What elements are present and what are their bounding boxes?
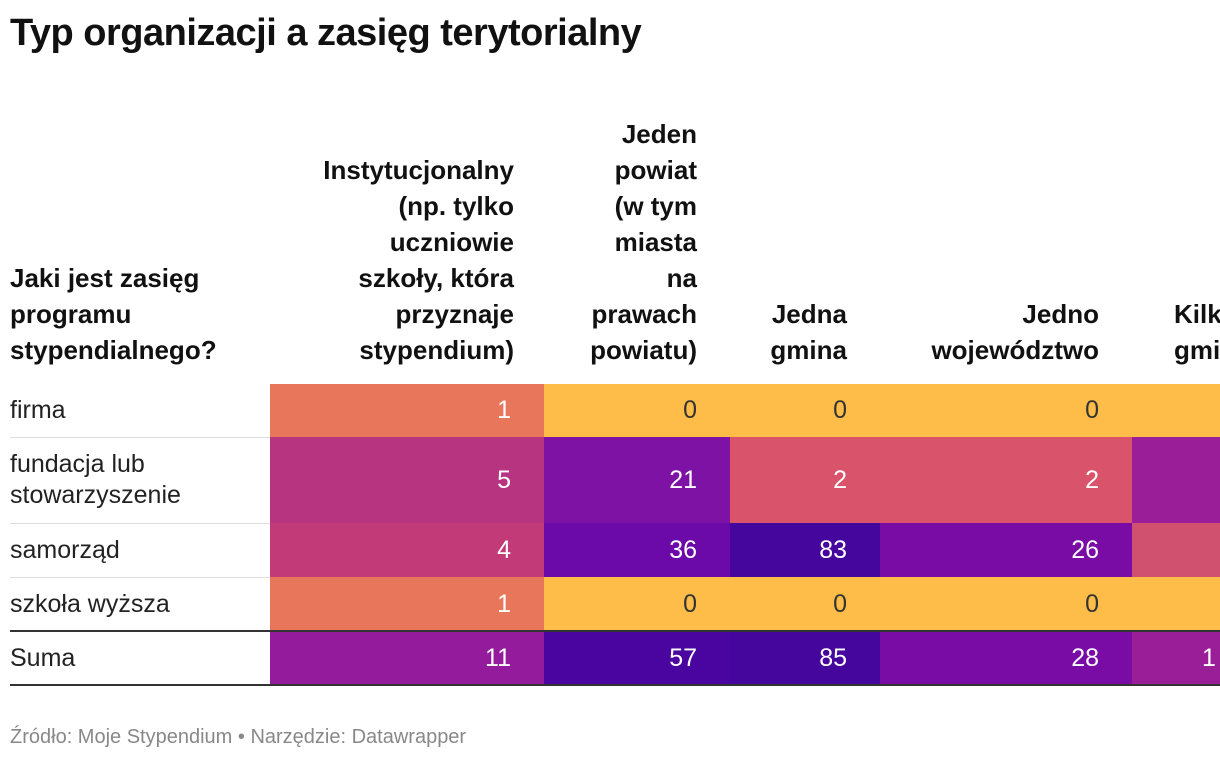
table-cell: 0: [544, 384, 730, 437]
column-header-text: Jedno województwo: [931, 299, 1099, 365]
row-header: Jaki jest zasięg programu stypendialnego…: [10, 100, 270, 368]
table-cell: 0: [544, 577, 730, 631]
column-header-3: Jedno województwo: [880, 100, 1132, 368]
row-label: firma: [10, 396, 66, 424]
table-cell: [1132, 437, 1220, 523]
table-cell: 0: [730, 577, 880, 631]
row-label: fundacja lub stowarzyszenie: [10, 450, 181, 509]
column-header-text: Kilka gmin: [1174, 299, 1220, 365]
sum-divider: [10, 630, 1220, 632]
table-cell: [1132, 523, 1220, 577]
table-bottom-border: [10, 684, 1220, 686]
table-cell: 2: [730, 437, 880, 523]
table-cell: 5: [270, 437, 544, 523]
table-cell: 0: [880, 384, 1132, 437]
row-header-text: Jaki jest zasięg programu stypendialnego…: [10, 263, 217, 365]
table-cell: 4: [270, 523, 544, 577]
column-header-text: Jedna gmina: [770, 299, 847, 365]
table-cell: [1132, 384, 1220, 437]
table-cell: 11: [270, 631, 544, 685]
table-cell: 36: [544, 523, 730, 577]
table-cell: 0: [880, 577, 1132, 631]
table-cell: 85: [730, 631, 880, 685]
table-cell: 2: [880, 437, 1132, 523]
table-cell: 0: [730, 384, 880, 437]
table-cell: 57: [544, 631, 730, 685]
table-cell: 1: [1132, 631, 1220, 685]
row-divider: [10, 437, 270, 438]
table-cell: 1: [270, 577, 544, 631]
table-cell: 83: [730, 523, 880, 577]
row-label: Suma: [10, 643, 76, 672]
data-table: Jaki jest zasięg programu stypendialnego…: [10, 0, 1220, 700]
row-divider: [10, 577, 270, 578]
table-cell: [1132, 577, 1220, 631]
column-header-text: Instytucjonalny (np. tylko uczniowie szk…: [323, 155, 514, 365]
table-cell: 26: [880, 523, 1132, 577]
column-header-2: Jedna gmina: [730, 100, 880, 368]
chart-title: Typ organizacji a zasięg terytorialny: [10, 12, 642, 54]
column-header-1: Jeden powiat (w tym miasta na prawach po…: [544, 100, 730, 368]
row-label: samorząd: [10, 535, 120, 564]
column-header-text: Jeden powiat (w tym miasta na prawach po…: [590, 119, 697, 365]
source-footer: Źródło: Moje Stypendium • Narzędzie: Dat…: [10, 726, 467, 748]
row-label: szkoła wyższa: [10, 589, 170, 618]
table-cell: 1: [270, 384, 544, 437]
column-header-4: Kilka gmin: [1132, 100, 1220, 368]
table-cell: 28: [880, 631, 1132, 685]
column-header-0: Instytucjonalny (np. tylko uczniowie szk…: [270, 100, 544, 368]
table-cell: 21: [544, 437, 730, 523]
row-divider: [10, 523, 270, 524]
